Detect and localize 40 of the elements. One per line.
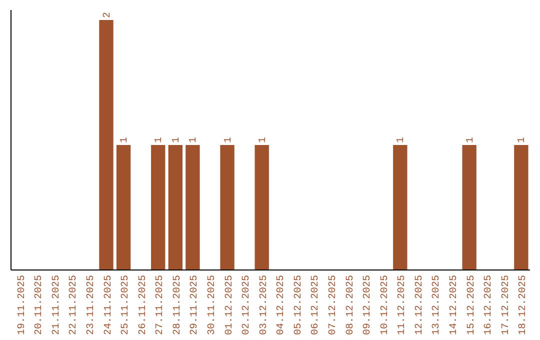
x-tick-label: 08.12.2025 [345, 275, 356, 336]
data-label: 1 [258, 136, 269, 143]
x-tick-label: 20.11.2025 [34, 275, 46, 336]
x-tick-label: 15.12.2025 [466, 275, 478, 336]
data-label: 1 [171, 136, 182, 143]
x-tick-label: 16.12.2025 [484, 275, 495, 336]
data-label: 1 [154, 136, 166, 143]
x-tick-label: 14.12.2025 [449, 275, 460, 336]
data-label: 1 [517, 136, 528, 143]
data-label: 1 [223, 136, 234, 143]
x-tick-label: 05.12.2025 [293, 275, 304, 336]
x-tick-label: 01.12.2025 [224, 275, 236, 336]
x-tick-label: 11.12.2025 [397, 275, 408, 336]
data-label: 1 [188, 136, 200, 143]
x-tick-label: 03.12.2025 [258, 275, 270, 336]
x-tick-label: 10.12.2025 [380, 275, 391, 336]
data-label: 1 [465, 136, 476, 143]
x-tick-label: 06.12.2025 [310, 275, 322, 336]
x-tick-label: 22.11.2025 [68, 275, 80, 336]
x-tick-label: 07.12.2025 [328, 275, 340, 336]
x-tick-label: 25.11.2025 [120, 275, 132, 336]
x-tick-label: 26.11.2025 [138, 275, 149, 336]
x-tick-label: 09.12.2025 [362, 275, 374, 336]
x-tick-label: 23.11.2025 [86, 275, 97, 336]
x-tick-label: 28.11.2025 [172, 275, 184, 336]
x-tick-label: 27.11.2025 [155, 275, 166, 336]
x-tick-label: 21.11.2025 [51, 275, 62, 336]
data-label: 1 [120, 136, 131, 143]
x-tick-label: 02.12.2025 [242, 275, 253, 336]
x-tick-label: 30.11.2025 [206, 275, 218, 336]
x-tick-label: 19.11.2025 [16, 275, 28, 336]
x-tick-label: 29.11.2025 [190, 275, 201, 336]
x-tick-label: 17.12.2025 [500, 275, 512, 336]
data-label: 2 [102, 12, 114, 18]
x-tick-label: 13.12.2025 [432, 275, 443, 336]
x-tick-label: 24.11.2025 [103, 275, 114, 336]
x-tick-label: 18.12.2025 [518, 275, 530, 336]
data-label: 1 [396, 136, 408, 143]
x-tick-label: 04.12.2025 [276, 275, 288, 336]
x-tick-label: 12.12.2025 [414, 275, 426, 336]
